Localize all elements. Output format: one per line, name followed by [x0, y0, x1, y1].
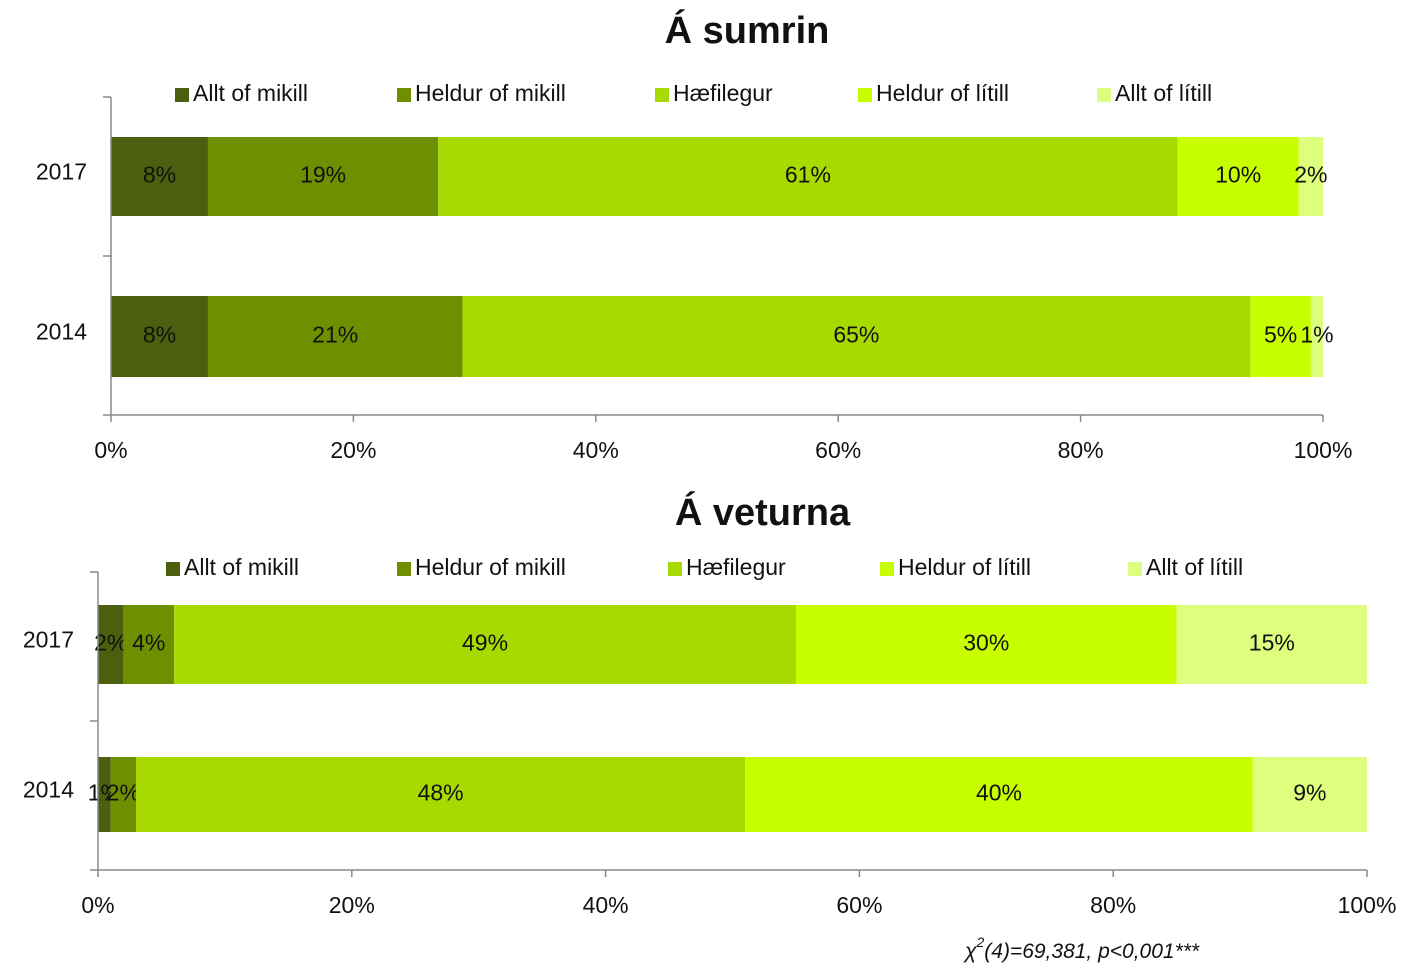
- data-label: 65%: [833, 322, 879, 348]
- legend-swatch: [175, 88, 189, 102]
- bar-segment: [111, 296, 208, 377]
- bar-segment: [136, 757, 746, 832]
- legend-label: Heldur of lítill: [876, 80, 1009, 106]
- annotation-superscript: 2: [975, 934, 984, 950]
- y-tick-label: 2017: [23, 627, 74, 653]
- legend-swatch: [166, 562, 180, 576]
- data-label: 21%: [312, 322, 358, 348]
- bar-segment: [98, 757, 111, 832]
- bar-segment: [123, 605, 175, 684]
- legend-label: Heldur of lítill: [898, 554, 1031, 580]
- x-tick-label: 0%: [94, 437, 127, 463]
- data-label: 15%: [1249, 630, 1295, 656]
- bar-segment: [174, 605, 796, 684]
- legend-label: Allt of mikill: [184, 554, 299, 580]
- bar-segment: [438, 137, 1178, 216]
- x-tick-label: 80%: [1058, 437, 1104, 463]
- legend-swatch: [397, 562, 411, 576]
- data-label: 1%: [1300, 322, 1333, 348]
- y-tick-label: 2014: [23, 777, 74, 803]
- x-tick-label: 0%: [81, 892, 114, 918]
- x-tick-label: 100%: [1294, 437, 1353, 463]
- bar-segment: [207, 296, 463, 377]
- data-label: 5%: [1264, 322, 1297, 348]
- legend-swatch: [1128, 562, 1142, 576]
- bar-segment: [1176, 605, 1367, 684]
- data-label: 10%: [1215, 162, 1261, 188]
- bar-segment: [1250, 296, 1311, 377]
- bar-segment: [111, 137, 208, 216]
- data-label: 2%: [107, 780, 140, 806]
- x-tick-label: 100%: [1338, 892, 1397, 918]
- annotation: χ2(4)=69,381, p<0,001***: [963, 934, 1200, 963]
- legend-label: Hæfilegur: [673, 80, 773, 106]
- legend-label: Heldur of mikill: [415, 80, 566, 106]
- x-tick-label: 20%: [330, 437, 376, 463]
- y-tick-label: 2017: [36, 159, 87, 185]
- bar-segment: [1298, 137, 1323, 216]
- data-label: 61%: [785, 162, 831, 188]
- legend-swatch: [1097, 88, 1111, 102]
- data-label: 48%: [418, 780, 464, 806]
- y-tick-label: 2014: [36, 319, 87, 345]
- legend-swatch: [397, 88, 411, 102]
- bar-segment: [795, 605, 1177, 684]
- data-label: 8%: [143, 162, 176, 188]
- x-tick-label: 40%: [583, 892, 629, 918]
- legend-swatch: [880, 562, 894, 576]
- x-tick-label: 80%: [1090, 892, 1136, 918]
- legend-label: Allt of lítill: [1115, 80, 1212, 106]
- x-tick-label: 40%: [573, 437, 619, 463]
- legend-label: Hæfilegur: [686, 554, 786, 580]
- bar-segment: [1252, 757, 1367, 832]
- legend-swatch: [655, 88, 669, 102]
- annotation-text: (4)=69,381, p<0,001***: [984, 940, 1200, 963]
- chart-title: Á sumrin: [665, 8, 830, 52]
- x-tick-label: 60%: [836, 892, 882, 918]
- legend-swatch: [668, 562, 682, 576]
- data-label: 8%: [143, 322, 176, 348]
- legend-label: Heldur of mikill: [415, 554, 566, 580]
- bar-segment: [745, 757, 1253, 832]
- legend-label: Allt of lítill: [1146, 554, 1243, 580]
- annotation-symbol: χ: [963, 940, 977, 963]
- data-label: 30%: [963, 630, 1009, 656]
- x-tick-label: 20%: [329, 892, 375, 918]
- bar-segment: [110, 757, 137, 832]
- data-label: 2%: [94, 630, 127, 656]
- data-label: 9%: [1293, 780, 1326, 806]
- legend-label: Allt of mikill: [193, 80, 308, 106]
- data-label: 49%: [462, 630, 508, 656]
- data-label: 19%: [300, 162, 346, 188]
- legend-swatch: [858, 88, 872, 102]
- bar-segment: [1310, 296, 1323, 377]
- data-label: 2%: [1294, 162, 1327, 188]
- data-label: 4%: [132, 630, 165, 656]
- data-label: 40%: [976, 780, 1022, 806]
- bar-segment: [462, 296, 1251, 377]
- bar-segment: [207, 137, 439, 216]
- bar-segment: [1177, 137, 1299, 216]
- bar-segment: [98, 605, 124, 684]
- chart-title: Á veturna: [675, 490, 851, 534]
- x-tick-label: 60%: [815, 437, 861, 463]
